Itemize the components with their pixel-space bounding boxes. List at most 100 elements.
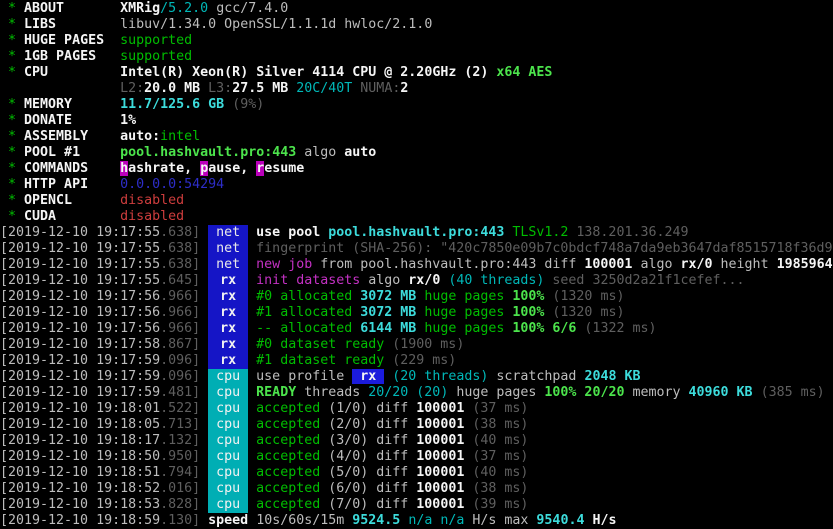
text-segment (248, 417, 256, 432)
log-timestamp: [2019-12-10 19:18:01 (0, 401, 161, 416)
text-segment: NUMA: (360, 81, 401, 96)
text-segment: libuv/1.34.0 OpenSSL/1.1.1d hwloc/2.1.0 (120, 17, 433, 32)
terminal-line: [2019-12-10 19:17:55.638] net fingerprin… (0, 241, 833, 257)
config-label: 1GB PAGES (24, 49, 121, 64)
text-segment (248, 337, 256, 352)
config-label: CPU (24, 65, 121, 80)
log-timestamp-ms: .950] (160, 449, 209, 464)
text-segment: 3072 MB (352, 305, 425, 320)
text-segment: 10s/60s/15m (256, 513, 353, 528)
terminal-line: * OPENCL disabled (0, 193, 833, 209)
cpu-badge: cpu (208, 417, 249, 433)
text-segment: Intel(R) Xeon(R) Silver 4114 CPU @ 2.20G… (120, 65, 497, 80)
terminal-line: [2019-12-10 19:17:55.638] net use pool p… (0, 225, 833, 241)
text-segment: disabled (120, 209, 185, 224)
asterisk-or-text-segment: * (0, 193, 25, 208)
text-segment: 100001 (416, 433, 465, 448)
text-segment: H/s max (472, 513, 537, 528)
terminal-line: [2019-12-10 19:17:56.966] rx -- allocate… (0, 321, 833, 337)
asterisk-or-text-segment: * (0, 17, 25, 32)
text-segment: 3072 MB (352, 289, 425, 304)
text-segment: ashrate, (128, 161, 201, 176)
text-segment: algo (632, 257, 681, 272)
text-segment: (37 ms) (464, 401, 529, 416)
text-segment: 100001 (584, 257, 633, 272)
text-segment: 100% 6/6 (512, 321, 577, 336)
terminal-line: [2019-12-10 19:17:55.638] net new job fr… (0, 257, 833, 273)
terminal-line: L2:20.0 MB L3:27.5 MB 20C/40T NUMA:2 (0, 81, 833, 97)
text-segment: 2048 KB (584, 369, 641, 384)
text-segment: 20C/40T (296, 81, 361, 96)
text-segment: (40 ms) (464, 433, 529, 448)
text-segment: (37 ms) (464, 449, 529, 464)
terminal-line: [2019-12-10 19:17:55.645] rx init datase… (0, 273, 833, 289)
rx-badge: rx (208, 273, 249, 289)
log-timestamp: [2019-12-10 19:18:50 (0, 449, 161, 464)
log-timestamp-ms: .966] (160, 321, 209, 336)
asterisk-or-text-segment: supported (120, 33, 193, 48)
asterisk-or-text-segment: #0 allocated (256, 289, 353, 304)
text-segment (248, 305, 256, 320)
text-segment (248, 465, 256, 480)
log-timestamp-ms: .713] (160, 417, 209, 432)
terminal-line: [2019-12-10 19:17:59.096] cpu use profil… (0, 369, 833, 385)
text-segment: new job (256, 257, 313, 272)
config-label: CUDA (24, 209, 121, 224)
log-timestamp: [2019-12-10 19:17:56 (0, 289, 161, 304)
text-segment: (1320 ms) (544, 305, 625, 320)
log-timestamp: [2019-12-10 19:17:56 (0, 321, 161, 336)
text-segment: 40960 KB (688, 385, 753, 400)
text-segment: 20/20 (20) (368, 385, 449, 400)
text-segment: L2: (120, 81, 145, 96)
text-segment: (7/0) diff (320, 497, 417, 512)
asterisk-or-text-segment: accepted (256, 481, 321, 496)
cpu-badge: cpu (208, 465, 249, 481)
command-hotkey-highlight: r (256, 161, 265, 176)
text-segment: speed (208, 513, 257, 528)
text-segment: init datasets (256, 273, 361, 288)
text-segment: from pool.hashvault.pro:443 diff (312, 257, 585, 272)
text-segment: esume (264, 161, 305, 176)
text-segment: 100001 (416, 449, 465, 464)
asterisk-or-text-segment: accepted (256, 497, 321, 512)
cpu-badge: cpu (208, 433, 249, 449)
text-segment (248, 433, 256, 448)
text-segment: (3/0) diff (320, 433, 417, 448)
log-timestamp: [2019-12-10 19:17:55 (0, 225, 161, 240)
text-segment: 6144 MB (352, 321, 425, 336)
cpu-badge: cpu (208, 369, 249, 385)
cpu-badge: cpu (208, 449, 249, 465)
log-timestamp-ms: .966] (160, 305, 209, 320)
text-segment: pool.hashvault.pro:443 (328, 225, 513, 240)
asterisk-or-text-segment: huge pages (424, 305, 513, 320)
log-timestamp-ms: .481] (160, 385, 209, 400)
config-label: OPENCL (24, 193, 121, 208)
text-segment (248, 497, 256, 512)
text-segment: use profile (256, 369, 353, 384)
terminal-line: [2019-12-10 19:18:17.132] cpu accepted (… (0, 433, 833, 449)
text-segment: ause, (208, 161, 257, 176)
terminal-line: [2019-12-10 19:17:56.966] rx #0 allocate… (0, 289, 833, 305)
rx-badge: rx (208, 289, 249, 305)
text-segment: (40 ms) (464, 465, 529, 480)
text-segment: 100001 (416, 465, 465, 480)
asterisk-or-text-segment: -- allocated (256, 321, 353, 336)
text-segment: (38 ms) (464, 417, 529, 432)
terminal-line: [2019-12-10 19:18:59.130] speed 10s/60s/… (0, 513, 833, 529)
terminal-line: * CPU Intel(R) Xeon(R) Silver 4114 CPU @… (0, 65, 833, 81)
text-segment: (6/0) diff (320, 481, 417, 496)
asterisk-or-text-segment: * (0, 49, 25, 64)
text-segment (0, 81, 120, 96)
config-label: ABOUT (24, 1, 121, 16)
text-segment: 0.0.0.0:54294 (120, 177, 225, 192)
asterisk-or-text-segment: * (0, 209, 25, 224)
cpu-badge: cpu (208, 497, 249, 513)
text-segment (248, 289, 256, 304)
text-segment (248, 273, 256, 288)
log-timestamp: [2019-12-10 19:18:05 (0, 417, 161, 432)
terminal-line: * ABOUT XMRig/5.2.0 gcc/7.4.0 (0, 1, 833, 17)
config-label: MEMORY (24, 97, 121, 112)
log-timestamp: [2019-12-10 19:17:55 (0, 257, 161, 272)
config-label: HTTP API (24, 177, 121, 192)
